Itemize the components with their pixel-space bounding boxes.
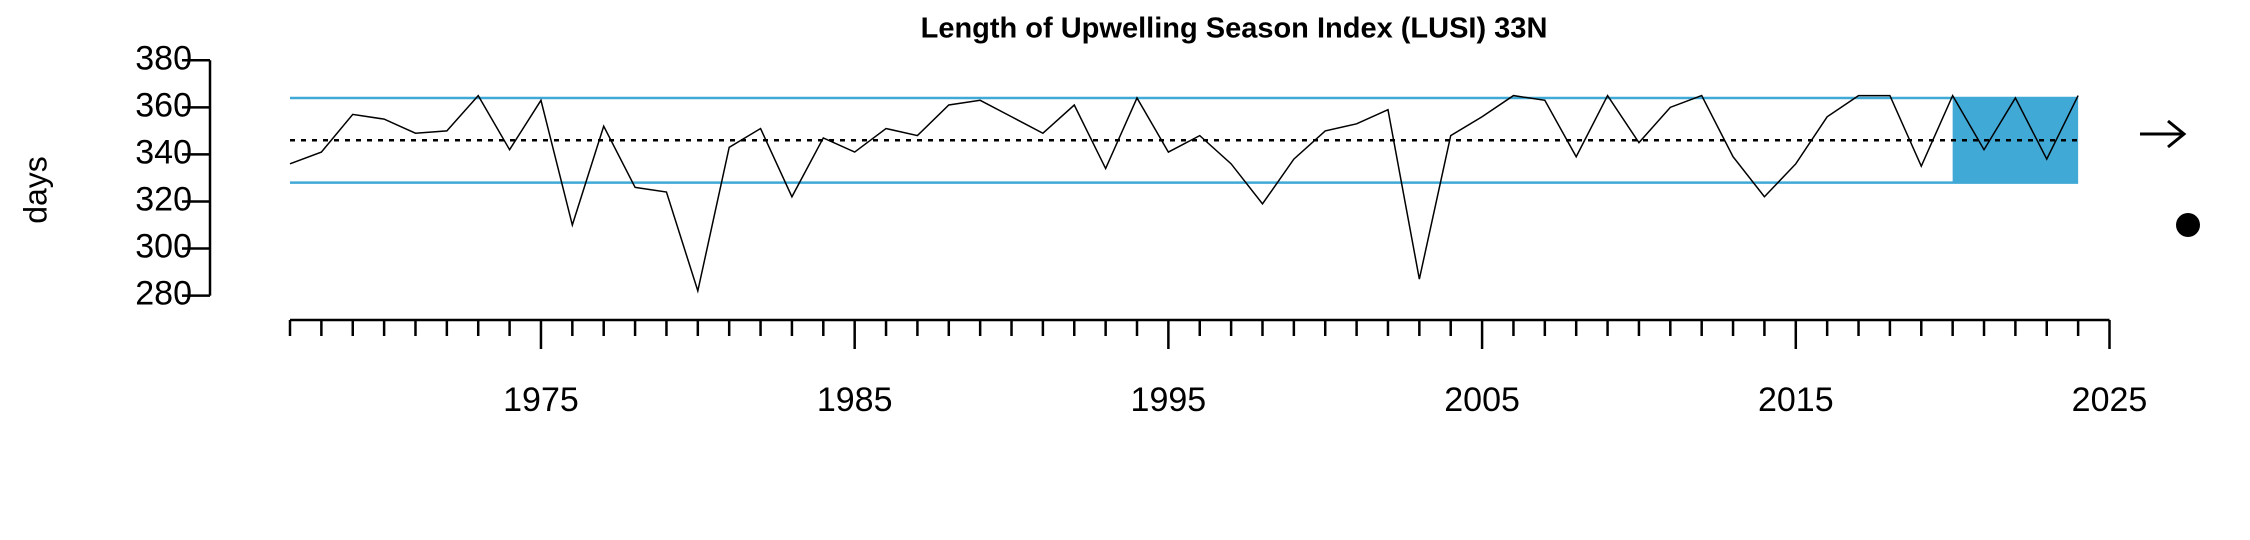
y-tick-label: 360 [135,86,192,124]
x-tick-label: 1985 [817,381,893,419]
recent-period-shade [1952,97,2079,183]
y-tick-label: 300 [135,228,192,266]
trend-dot [2176,213,2200,237]
x-tick-label: 2015 [1758,381,1834,419]
y-tick-label: 320 [135,180,192,218]
y-axis-label: days [17,156,53,224]
chart-title: Length of Upwelling Season Index (LUSI) … [921,13,1548,45]
x-tick-label: 2005 [1444,381,1520,419]
y-tick-label: 380 [135,39,192,77]
x-tick-label: 1995 [1131,381,1207,419]
trend-arrow [2140,119,2187,149]
y-tick-label: 340 [135,133,192,171]
y-tick-label: 280 [135,275,192,313]
data-line [289,93,2079,294]
x-tick-label: 1975 [503,381,579,419]
x-tick-label: 2025 [2072,381,2148,419]
